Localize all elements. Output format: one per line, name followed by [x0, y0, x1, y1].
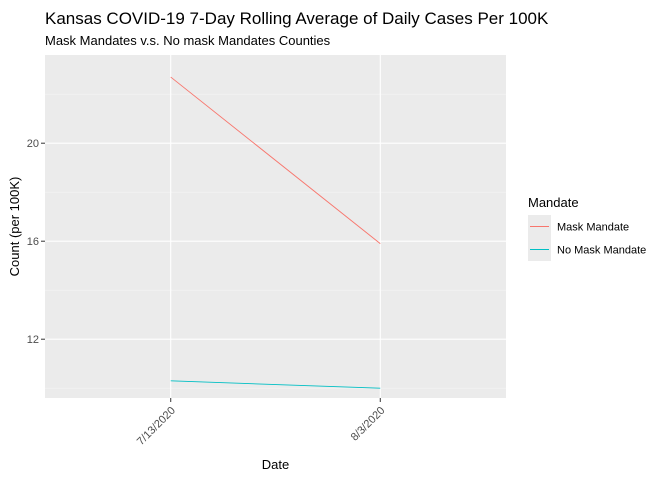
- x-tick-label: 8/3/2020: [349, 405, 388, 444]
- panel-background: [45, 55, 506, 398]
- series-line-0: [170, 76, 381, 245]
- x-tick-label: 7/13/2020: [135, 405, 178, 448]
- legend-label: Mask Mandate: [557, 222, 629, 234]
- y-tick-label: 16: [27, 236, 39, 248]
- legend-label: No Mask Mandate: [557, 245, 646, 257]
- plot-panel: [45, 55, 506, 398]
- chart-subtitle: Mask Mandates v.s. No mask Mandates Coun…: [45, 33, 331, 48]
- legend: Mandate Mask Mandate No Mask Mandate: [528, 195, 646, 261]
- series-lines: [170, 76, 381, 389]
- y-tick-label: 12: [27, 334, 39, 346]
- y-tick-label: 20: [27, 138, 39, 150]
- y-axis-title: Count (per 100K): [7, 177, 22, 277]
- chart-title: Kansas COVID-19 7-Day Rolling Average of…: [45, 9, 549, 28]
- series-line-1: [170, 380, 381, 389]
- legend-title: Mandate: [528, 195, 579, 210]
- x-axis-title: Date: [262, 457, 289, 472]
